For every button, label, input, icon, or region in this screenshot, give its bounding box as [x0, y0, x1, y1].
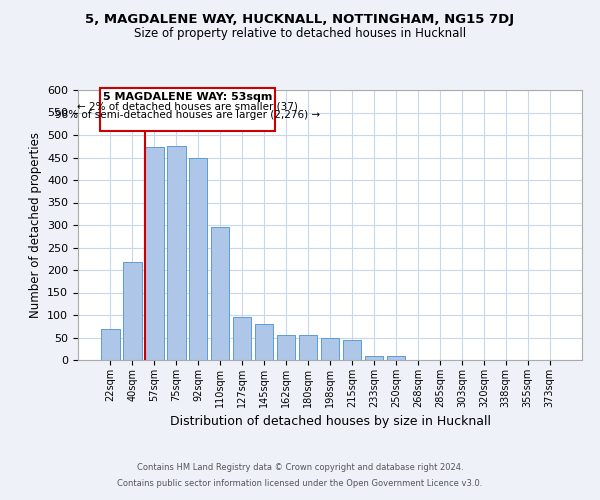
- Text: 5 MAGDALENE WAY: 53sqm: 5 MAGDALENE WAY: 53sqm: [103, 92, 272, 102]
- X-axis label: Distribution of detached houses by size in Hucknall: Distribution of detached houses by size …: [170, 416, 491, 428]
- Bar: [233, 317, 251, 360]
- Bar: [189, 158, 208, 360]
- Bar: [123, 262, 142, 360]
- Bar: [101, 330, 119, 360]
- Text: Contains public sector information licensed under the Open Government Licence v3: Contains public sector information licen…: [118, 478, 482, 488]
- Bar: [167, 146, 185, 360]
- Bar: [211, 227, 229, 360]
- Bar: [365, 356, 383, 360]
- Y-axis label: Number of detached properties: Number of detached properties: [29, 132, 41, 318]
- Bar: [320, 338, 340, 360]
- Bar: [386, 356, 405, 360]
- Polygon shape: [100, 88, 275, 130]
- Text: Size of property relative to detached houses in Hucknall: Size of property relative to detached ho…: [134, 28, 466, 40]
- Bar: [277, 335, 295, 360]
- Bar: [255, 324, 274, 360]
- Bar: [145, 146, 164, 360]
- Bar: [343, 340, 361, 360]
- Text: 98% of semi-detached houses are larger (2,276) →: 98% of semi-detached houses are larger (…: [55, 110, 320, 120]
- Text: Contains HM Land Registry data © Crown copyright and database right 2024.: Contains HM Land Registry data © Crown c…: [137, 464, 463, 472]
- Bar: [299, 335, 317, 360]
- Text: 5, MAGDALENE WAY, HUCKNALL, NOTTINGHAM, NG15 7DJ: 5, MAGDALENE WAY, HUCKNALL, NOTTINGHAM, …: [85, 12, 515, 26]
- Text: ← 2% of detached houses are smaller (37): ← 2% of detached houses are smaller (37): [77, 101, 298, 112]
